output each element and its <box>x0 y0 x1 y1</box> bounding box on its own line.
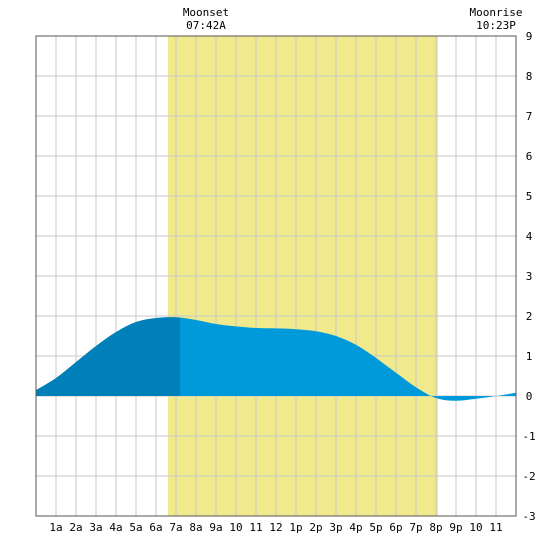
x-tick-label: 5a <box>129 521 142 534</box>
tide-area-night <box>36 317 180 396</box>
moonrise-time: 10:23P <box>476 19 516 32</box>
y-tick-label: 2 <box>526 310 533 323</box>
x-tick-label: 3p <box>329 521 342 534</box>
y-tick-label: 9 <box>526 30 533 43</box>
tide-area-day <box>180 317 516 401</box>
x-tick-label: 2p <box>309 521 322 534</box>
x-tick-label: 7a <box>169 521 182 534</box>
x-tick-label: 10 <box>229 521 242 534</box>
moonset-time: 07:42A <box>186 19 226 32</box>
y-tick-label: 8 <box>526 70 533 83</box>
x-tick-labels: 1a 2a 3a 4a 5a 6a 7a 8a 9a 10 11 12 1p 2p 3p 4p 5p 6p 7p 8p… <box>49 521 502 534</box>
x-tick-label: 3a <box>89 521 102 534</box>
y-tick-label: 3 <box>526 270 533 283</box>
y-tick-label: -2 <box>522 470 535 483</box>
x-tick-label: 10 <box>469 521 482 534</box>
x-tick-label: 12 <box>269 521 282 534</box>
x-tick-label: 5p <box>369 521 382 534</box>
x-tick-label: 6a <box>149 521 162 534</box>
y-tick-labels: -3 -2 -1 0 1 2 3 4 5 6 7 8 9 <box>522 30 535 523</box>
x-tick-label: 6p <box>389 521 402 534</box>
tide-area-layer <box>36 317 516 401</box>
y-tick-label: 7 <box>526 110 533 123</box>
x-tick-label: 9a <box>209 521 222 534</box>
y-tick-label: 0 <box>526 390 533 403</box>
x-tick-label: 4a <box>109 521 122 534</box>
moonrise-label: Moonrise <box>470 6 523 19</box>
y-tick-label: -3 <box>522 510 535 523</box>
y-tick-label: 6 <box>526 150 533 163</box>
frame-layer <box>35 35 517 517</box>
x-tick-label: 11 <box>489 521 502 534</box>
y-tick-label: 5 <box>526 190 533 203</box>
moonset-label: Moonset <box>183 6 229 19</box>
y-tick-label: 1 <box>526 350 533 363</box>
x-tick-label: 11 <box>249 521 262 534</box>
x-tick-label: 8a <box>189 521 202 534</box>
x-tick-label: 7p <box>409 521 422 534</box>
x-tick-label: 1a <box>49 521 62 534</box>
x-tick-label: 1p <box>289 521 302 534</box>
grid-layer <box>35 35 517 517</box>
x-tick-label: 4p <box>349 521 362 534</box>
x-tick-label: 8p <box>429 521 442 534</box>
x-tick-label: 9p <box>449 521 462 534</box>
y-tick-label: 4 <box>526 230 533 243</box>
plot-frame <box>35 35 517 517</box>
y-tick-label: -1 <box>522 430 535 443</box>
x-tick-label: 2a <box>69 521 82 534</box>
